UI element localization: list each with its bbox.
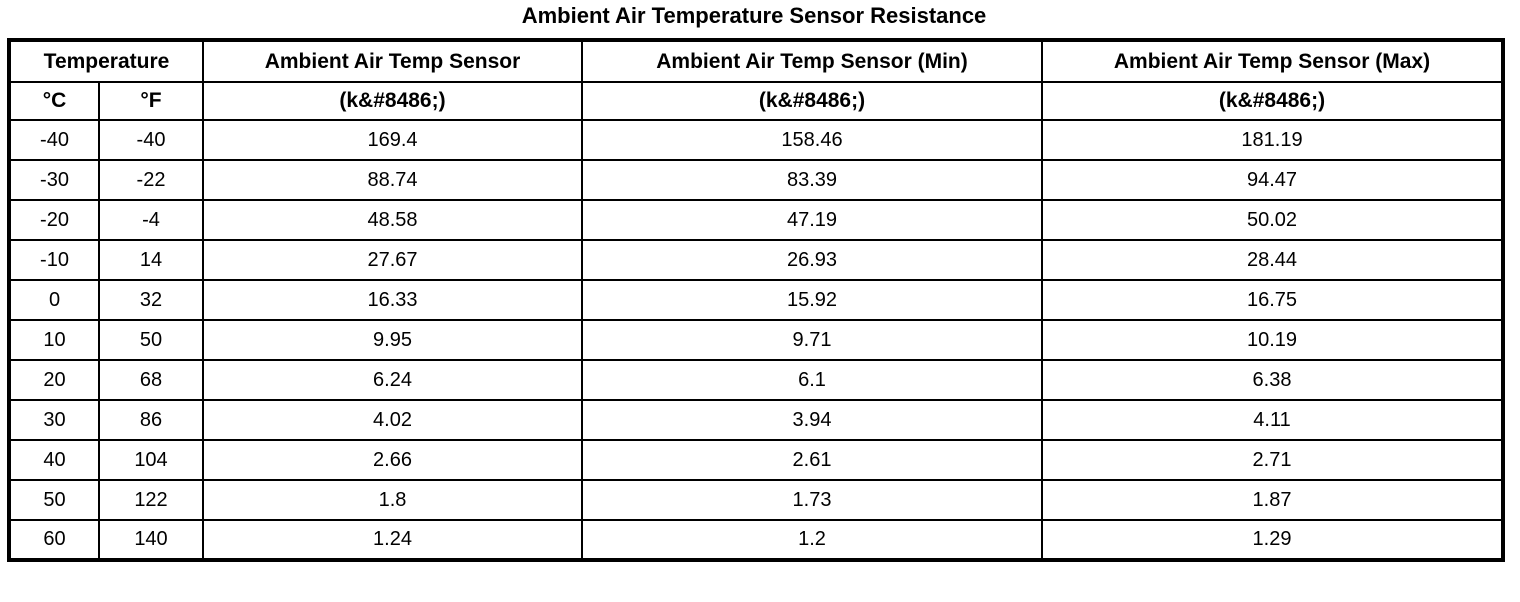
cell-temp-c: 10 (8, 319, 100, 361)
col-header-temperature: Temperature (8, 39, 204, 83)
col-header-sensor: Ambient Air Temp Sensor (202, 39, 583, 83)
cell-resistance-min: 26.93 (581, 239, 1043, 281)
col-header-celsius: °C (8, 81, 100, 121)
table-row: 20 68 6.24 6.1 6.38 (8, 359, 1504, 401)
cell-temp-c: 0 (8, 279, 100, 321)
cell-temp-c: -10 (8, 239, 100, 281)
cell-temp-f: 86 (98, 399, 204, 441)
cell-temp-f: 14 (98, 239, 204, 281)
unit-kohm-sensor-min: (k&#8486;) (581, 81, 1043, 121)
cell-resistance-max: 16.75 (1041, 279, 1504, 321)
cell-resistance: 88.74 (202, 159, 583, 201)
cell-resistance-max: 1.87 (1041, 479, 1504, 521)
cell-resistance-max: 4.11 (1041, 399, 1504, 441)
cell-temp-f: -40 (98, 119, 204, 161)
cell-resistance-min: 158.46 (581, 119, 1043, 161)
table-row: 60 140 1.24 1.2 1.29 (8, 519, 1504, 561)
table-row: 40 104 2.66 2.61 2.71 (8, 439, 1504, 481)
col-header-sensor-min: Ambient Air Temp Sensor (Min) (581, 39, 1043, 83)
cell-resistance-min: 3.94 (581, 399, 1043, 441)
cell-resistance-min: 1.2 (581, 519, 1043, 561)
ambient-air-temp-sensor-resistance-table: Temperature Ambient Air Temp Sensor Ambi… (7, 38, 1505, 562)
cell-temp-c: 50 (8, 479, 100, 521)
cell-resistance-min: 1.73 (581, 479, 1043, 521)
cell-resistance: 48.58 (202, 199, 583, 241)
table-row: 30 86 4.02 3.94 4.11 (8, 399, 1504, 441)
cell-temp-c: 20 (8, 359, 100, 401)
cell-temp-c: -20 (8, 199, 100, 241)
cell-resistance: 2.66 (202, 439, 583, 481)
unit-kohm-sensor: (k&#8486;) (202, 81, 583, 121)
cell-temp-f: 50 (98, 319, 204, 361)
unit-kohm-sensor-max: (k&#8486;) (1041, 81, 1504, 121)
cell-temp-c: -40 (8, 119, 100, 161)
cell-temp-f: 32 (98, 279, 204, 321)
header-row-units: °C °F (k&#8486;) (k&#8486;) (k&#8486;) (8, 81, 1504, 121)
table-row: -10 14 27.67 26.93 28.44 (8, 239, 1504, 281)
cell-resistance: 1.8 (202, 479, 583, 521)
cell-resistance: 4.02 (202, 399, 583, 441)
cell-resistance-max: 1.29 (1041, 519, 1504, 561)
page-title: Ambient Air Temperature Sensor Resistanc… (521, 3, 987, 28)
cell-temp-f: -22 (98, 159, 204, 201)
cell-resistance: 6.24 (202, 359, 583, 401)
cell-resistance-min: 6.1 (581, 359, 1043, 401)
cell-temp-f: -4 (98, 199, 204, 241)
col-header-sensor-max: Ambient Air Temp Sensor (Max) (1041, 39, 1504, 83)
cell-resistance: 27.67 (202, 239, 583, 281)
table-row: 50 122 1.8 1.73 1.87 (8, 479, 1504, 521)
cell-temp-f: 140 (98, 519, 204, 561)
cell-resistance-max: 50.02 (1041, 199, 1504, 241)
cell-temp-f: 122 (98, 479, 204, 521)
cell-resistance-max: 6.38 (1041, 359, 1504, 401)
cell-resistance-max: 10.19 (1041, 319, 1504, 361)
cell-resistance: 9.95 (202, 319, 583, 361)
cell-temp-c: 40 (8, 439, 100, 481)
cell-temp-c: 60 (8, 519, 100, 561)
table-row: 0 32 16.33 15.92 16.75 (8, 279, 1504, 321)
cell-resistance-min: 15.92 (581, 279, 1043, 321)
table-row: -40 -40 169.4 158.46 181.19 (8, 119, 1504, 161)
table-row: 10 50 9.95 9.71 10.19 (8, 319, 1504, 361)
cell-resistance-min: 83.39 (581, 159, 1043, 201)
cell-resistance-min: 9.71 (581, 319, 1043, 361)
header-row-groups: Temperature Ambient Air Temp Sensor Ambi… (8, 39, 1504, 83)
cell-temp-c: -30 (8, 159, 100, 201)
cell-resistance: 169.4 (202, 119, 583, 161)
table-row: -30 -22 88.74 83.39 94.47 (8, 159, 1504, 201)
cell-resistance: 1.24 (202, 519, 583, 561)
cell-resistance-min: 2.61 (581, 439, 1043, 481)
cell-resistance: 16.33 (202, 279, 583, 321)
cell-temp-c: 30 (8, 399, 100, 441)
cell-temp-f: 104 (98, 439, 204, 481)
cell-resistance-max: 94.47 (1041, 159, 1504, 201)
cell-temp-f: 68 (98, 359, 204, 401)
cell-resistance-min: 47.19 (581, 199, 1043, 241)
table-row: -20 -4 48.58 47.19 50.02 (8, 199, 1504, 241)
col-header-fahrenheit: °F (98, 81, 204, 121)
cell-resistance-max: 181.19 (1041, 119, 1504, 161)
cell-resistance-max: 2.71 (1041, 439, 1504, 481)
cell-resistance-max: 28.44 (1041, 239, 1504, 281)
